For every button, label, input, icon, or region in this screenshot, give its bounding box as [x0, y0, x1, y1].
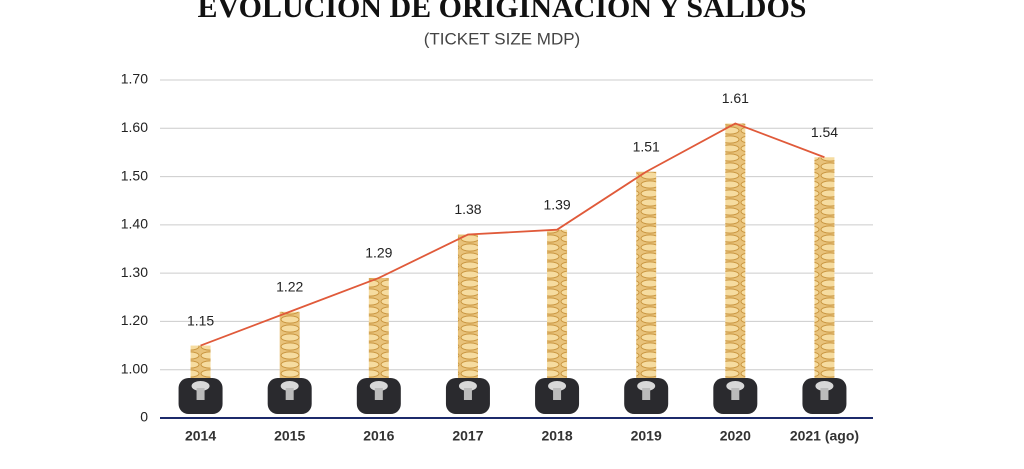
y-tick-label: 1.70	[121, 71, 148, 87]
x-tick-label: 2018	[541, 428, 572, 444]
data-label: 1.38	[454, 201, 481, 217]
pedestal-cap	[191, 381, 210, 391]
y-tick-label: 1.50	[121, 167, 148, 183]
x-tick-label: 2019	[631, 428, 662, 444]
data-label: 1.29	[365, 245, 392, 261]
data-label: 1.54	[811, 124, 838, 140]
pedestal-cap	[458, 381, 477, 391]
x-tick-label: 2020	[720, 428, 751, 444]
coin-stack	[636, 171, 657, 388]
pedestal-stem	[553, 388, 562, 400]
pedestal-stem	[642, 388, 651, 400]
pedestal-cap	[548, 381, 567, 391]
pedestal-stem	[820, 388, 829, 400]
data-label: 1.51	[633, 138, 660, 154]
coin-stack	[279, 311, 300, 388]
coin-stack	[368, 277, 389, 388]
coin-stack	[190, 345, 211, 388]
chart-title: EVOLUCIÓN DE ORIGINACIÓN Y SALDOS	[198, 0, 807, 24]
y-tick-label: 1.20	[121, 312, 148, 328]
y-tick-label: 1.00	[121, 360, 148, 376]
pedestal-stem	[463, 388, 472, 400]
coin-stack	[814, 157, 835, 388]
y-tick-label: 1.30	[121, 264, 148, 280]
pedestal-stem	[285, 388, 294, 400]
y-tick-label: 1.40	[121, 216, 148, 232]
data-label: 1.22	[276, 278, 303, 294]
x-tick-label: 2017	[452, 428, 483, 444]
line	[200, 122, 825, 347]
coin-stack	[457, 234, 478, 388]
pedestal-cap	[815, 381, 834, 391]
y-tick-label: 0	[140, 409, 148, 425]
data-label: 1.61	[722, 90, 749, 106]
pedestal-cap	[369, 381, 388, 391]
coin-stack	[547, 229, 568, 388]
pedestal-cap	[637, 381, 656, 391]
data-label: 1.15	[187, 312, 214, 328]
pedestal-stem	[196, 388, 205, 400]
x-tick-label: 2014	[185, 428, 216, 444]
x-tick-label: 2016	[363, 428, 394, 444]
x-tick-label: 2021 (ago)	[790, 428, 859, 444]
pedestal-cap	[726, 381, 745, 391]
pedestal-cap	[280, 381, 299, 391]
y-tick-label: 1.60	[121, 119, 148, 135]
chart-subtitle: (TICKET SIZE MDP)	[424, 29, 580, 48]
pedestal-stem	[731, 388, 740, 400]
data-label: 1.39	[543, 196, 570, 212]
coin-stack	[725, 123, 746, 388]
x-tick-label: 2015	[274, 428, 305, 444]
pedestal-stem	[374, 388, 383, 400]
